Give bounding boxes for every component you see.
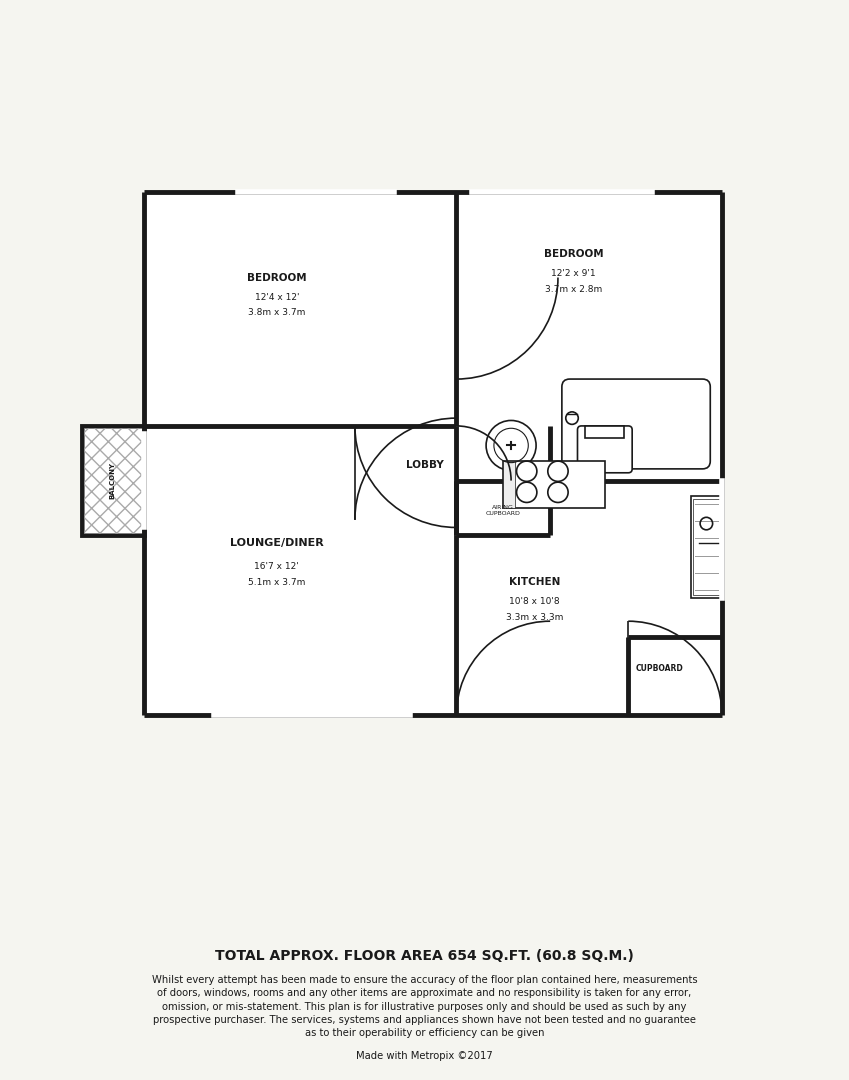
FancyBboxPatch shape [577,426,633,473]
Text: 16'7 x 12': 16'7 x 12' [255,562,299,571]
Bar [503,461,604,508]
Text: BEDROOM: BEDROOM [543,249,604,259]
Text: Made with Metropix ©2017: Made with Metropix ©2017 [356,1051,493,1062]
Text: LOUNGE/DINER: LOUNGE/DINER [230,538,323,548]
Text: Whilst every attempt has been made to ensure the accuracy of the floor plan cont: Whilst every attempt has been made to en… [152,975,697,1038]
FancyBboxPatch shape [562,379,711,469]
Text: 3.8m x 3.7m: 3.8m x 3.7m [248,308,306,318]
Text: 3.7m x 2.8m: 3.7m x 2.8m [545,285,602,294]
Text: LOBBY: LOBBY [407,460,444,470]
Circle shape [486,420,536,471]
Bar [693,499,720,595]
Text: KITCHEN: KITCHEN [509,577,560,588]
Bar [503,461,515,508]
Bar [82,426,144,536]
Bar [691,496,722,597]
Polygon shape [144,191,722,715]
Text: TOTAL APPROX. FLOOR AREA 654 SQ.FT. (60.8 SQ.M.): TOTAL APPROX. FLOOR AREA 654 SQ.FT. (60.… [215,949,634,962]
Text: 3.3m x 3.3m: 3.3m x 3.3m [506,612,563,622]
Text: BALCONY: BALCONY [110,462,115,499]
Text: AIRING
CUPBOARD: AIRING CUPBOARD [486,504,520,515]
Bar [84,429,142,532]
Text: BEDROOM: BEDROOM [247,272,306,283]
Text: 12'2 x 9'1: 12'2 x 9'1 [551,269,596,279]
Text: 12'4 x 12': 12'4 x 12' [255,293,299,301]
Text: 5.1m x 3.7m: 5.1m x 3.7m [248,578,306,586]
Text: CUPBOARD: CUPBOARD [636,663,683,673]
Text: 10'8 x 10'8: 10'8 x 10'8 [509,597,559,606]
Bar [585,426,624,437]
